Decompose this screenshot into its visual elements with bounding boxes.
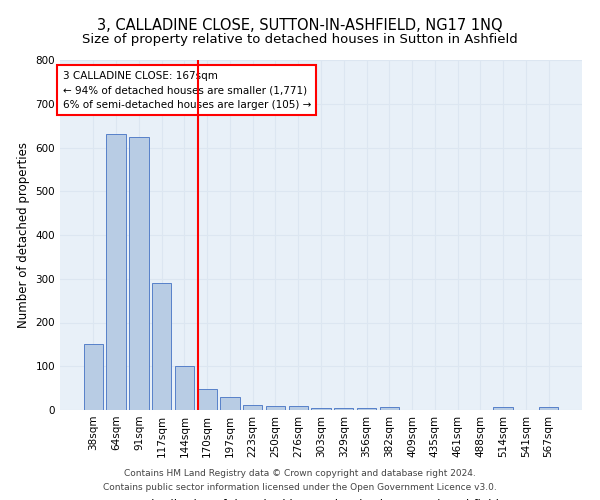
Bar xyxy=(220,397,239,410)
Bar xyxy=(84,344,103,410)
Text: 3, CALLADINE CLOSE, SUTTON-IN-ASHFIELD, NG17 1NQ: 3, CALLADINE CLOSE, SUTTON-IN-ASHFIELD, … xyxy=(97,18,503,32)
Bar xyxy=(539,407,558,410)
Bar xyxy=(152,283,172,410)
Bar xyxy=(197,390,217,410)
Bar xyxy=(289,406,308,410)
X-axis label: Distribution of detached houses by size in Sutton in Ashfield: Distribution of detached houses by size … xyxy=(143,498,499,500)
Y-axis label: Number of detached properties: Number of detached properties xyxy=(17,142,30,328)
Bar xyxy=(106,134,126,410)
Bar xyxy=(357,408,376,410)
Text: Size of property relative to detached houses in Sutton in Ashfield: Size of property relative to detached ho… xyxy=(82,32,518,46)
Bar xyxy=(311,408,331,410)
Bar xyxy=(243,405,262,410)
Text: Contains HM Land Registry data © Crown copyright and database right 2024.: Contains HM Land Registry data © Crown c… xyxy=(124,468,476,477)
Bar xyxy=(266,406,285,410)
Bar xyxy=(129,136,149,410)
Bar xyxy=(334,408,353,410)
Text: 3 CALLADINE CLOSE: 167sqm
← 94% of detached houses are smaller (1,771)
6% of sem: 3 CALLADINE CLOSE: 167sqm ← 94% of detac… xyxy=(62,70,311,110)
Bar xyxy=(175,366,194,410)
Bar xyxy=(380,407,399,410)
Bar xyxy=(493,407,513,410)
Text: Contains public sector information licensed under the Open Government Licence v3: Contains public sector information licen… xyxy=(103,484,497,492)
